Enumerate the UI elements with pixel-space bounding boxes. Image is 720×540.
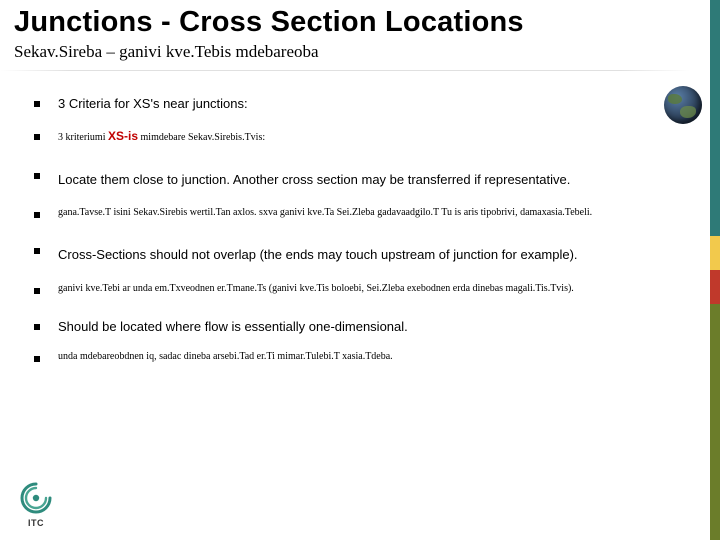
list-item: unda mdebareobdnen iq, sadac dineba arse… (34, 349, 654, 365)
title-divider (0, 70, 690, 71)
bullet-icon (34, 324, 40, 330)
slide: Junctions - Cross Section Locations Seka… (0, 0, 720, 540)
bullet-icon (34, 173, 40, 179)
bullet-text: gana.Tavse.T isini Sekav.Sirebis wertil.… (58, 205, 592, 221)
bullet-icon (34, 101, 40, 107)
bullet-text: unda mdebareobdnen iq, sadac dineba arse… (58, 349, 393, 365)
itc-logo: ITC (14, 480, 58, 528)
bullet-text: ganivi kve.Tebi ar unda em.Txveodnen er.… (58, 281, 574, 297)
swirl-icon (18, 480, 54, 516)
bullet-text: Cross-Sections should not overlap (the e… (58, 241, 578, 268)
bullet-text: Locate them close to junction. Another c… (58, 166, 570, 193)
list-item: Should be located where flow is essentia… (34, 317, 654, 338)
strip-teal (710, 0, 720, 236)
globe-icon (664, 86, 702, 124)
bullet-icon (34, 356, 40, 362)
list-item: gana.Tavse.T isini Sekav.Sirebis wertil.… (34, 205, 654, 221)
bullet-text-pre: 3 kriteriumi (58, 132, 108, 143)
xs-highlight: XS-is (108, 129, 138, 143)
page-subtitle: Sekav.Sireba – ganivi kve.Tebis mdebareo… (14, 42, 319, 62)
list-item: ganivi kve.Tebi ar unda em.Txveodnen er.… (34, 281, 654, 297)
bullet-text: 3 Criteria for XS's near junctions: (58, 94, 248, 115)
strip-yellow (710, 236, 720, 270)
page-title: Junctions - Cross Section Locations (14, 6, 524, 39)
strip-red (710, 270, 720, 304)
accent-strip (710, 0, 720, 540)
bullet-icon (34, 288, 40, 294)
bullet-icon (34, 248, 40, 254)
logo-label: ITC (14, 518, 58, 528)
strip-olive (710, 304, 720, 540)
bullet-text-post: mimdebare Sekav.Sirebis.Tvis: (138, 132, 265, 143)
list-item: 3 Criteria for XS's near junctions: (34, 94, 654, 115)
list-item: Locate them close to junction. Another c… (34, 166, 654, 193)
list-item: Cross-Sections should not overlap (the e… (34, 241, 654, 268)
bullet-list: 3 Criteria for XS's near junctions: 3 kr… (34, 94, 654, 377)
bullet-icon (34, 134, 40, 140)
bullet-icon (34, 212, 40, 218)
list-item: 3 kriteriumi XS-is mimdebare Sekav.Sireb… (34, 127, 654, 146)
bullet-text: 3 kriteriumi XS-is mimdebare Sekav.Sireb… (58, 127, 265, 146)
bullet-text: Should be located where flow is essentia… (58, 317, 408, 338)
